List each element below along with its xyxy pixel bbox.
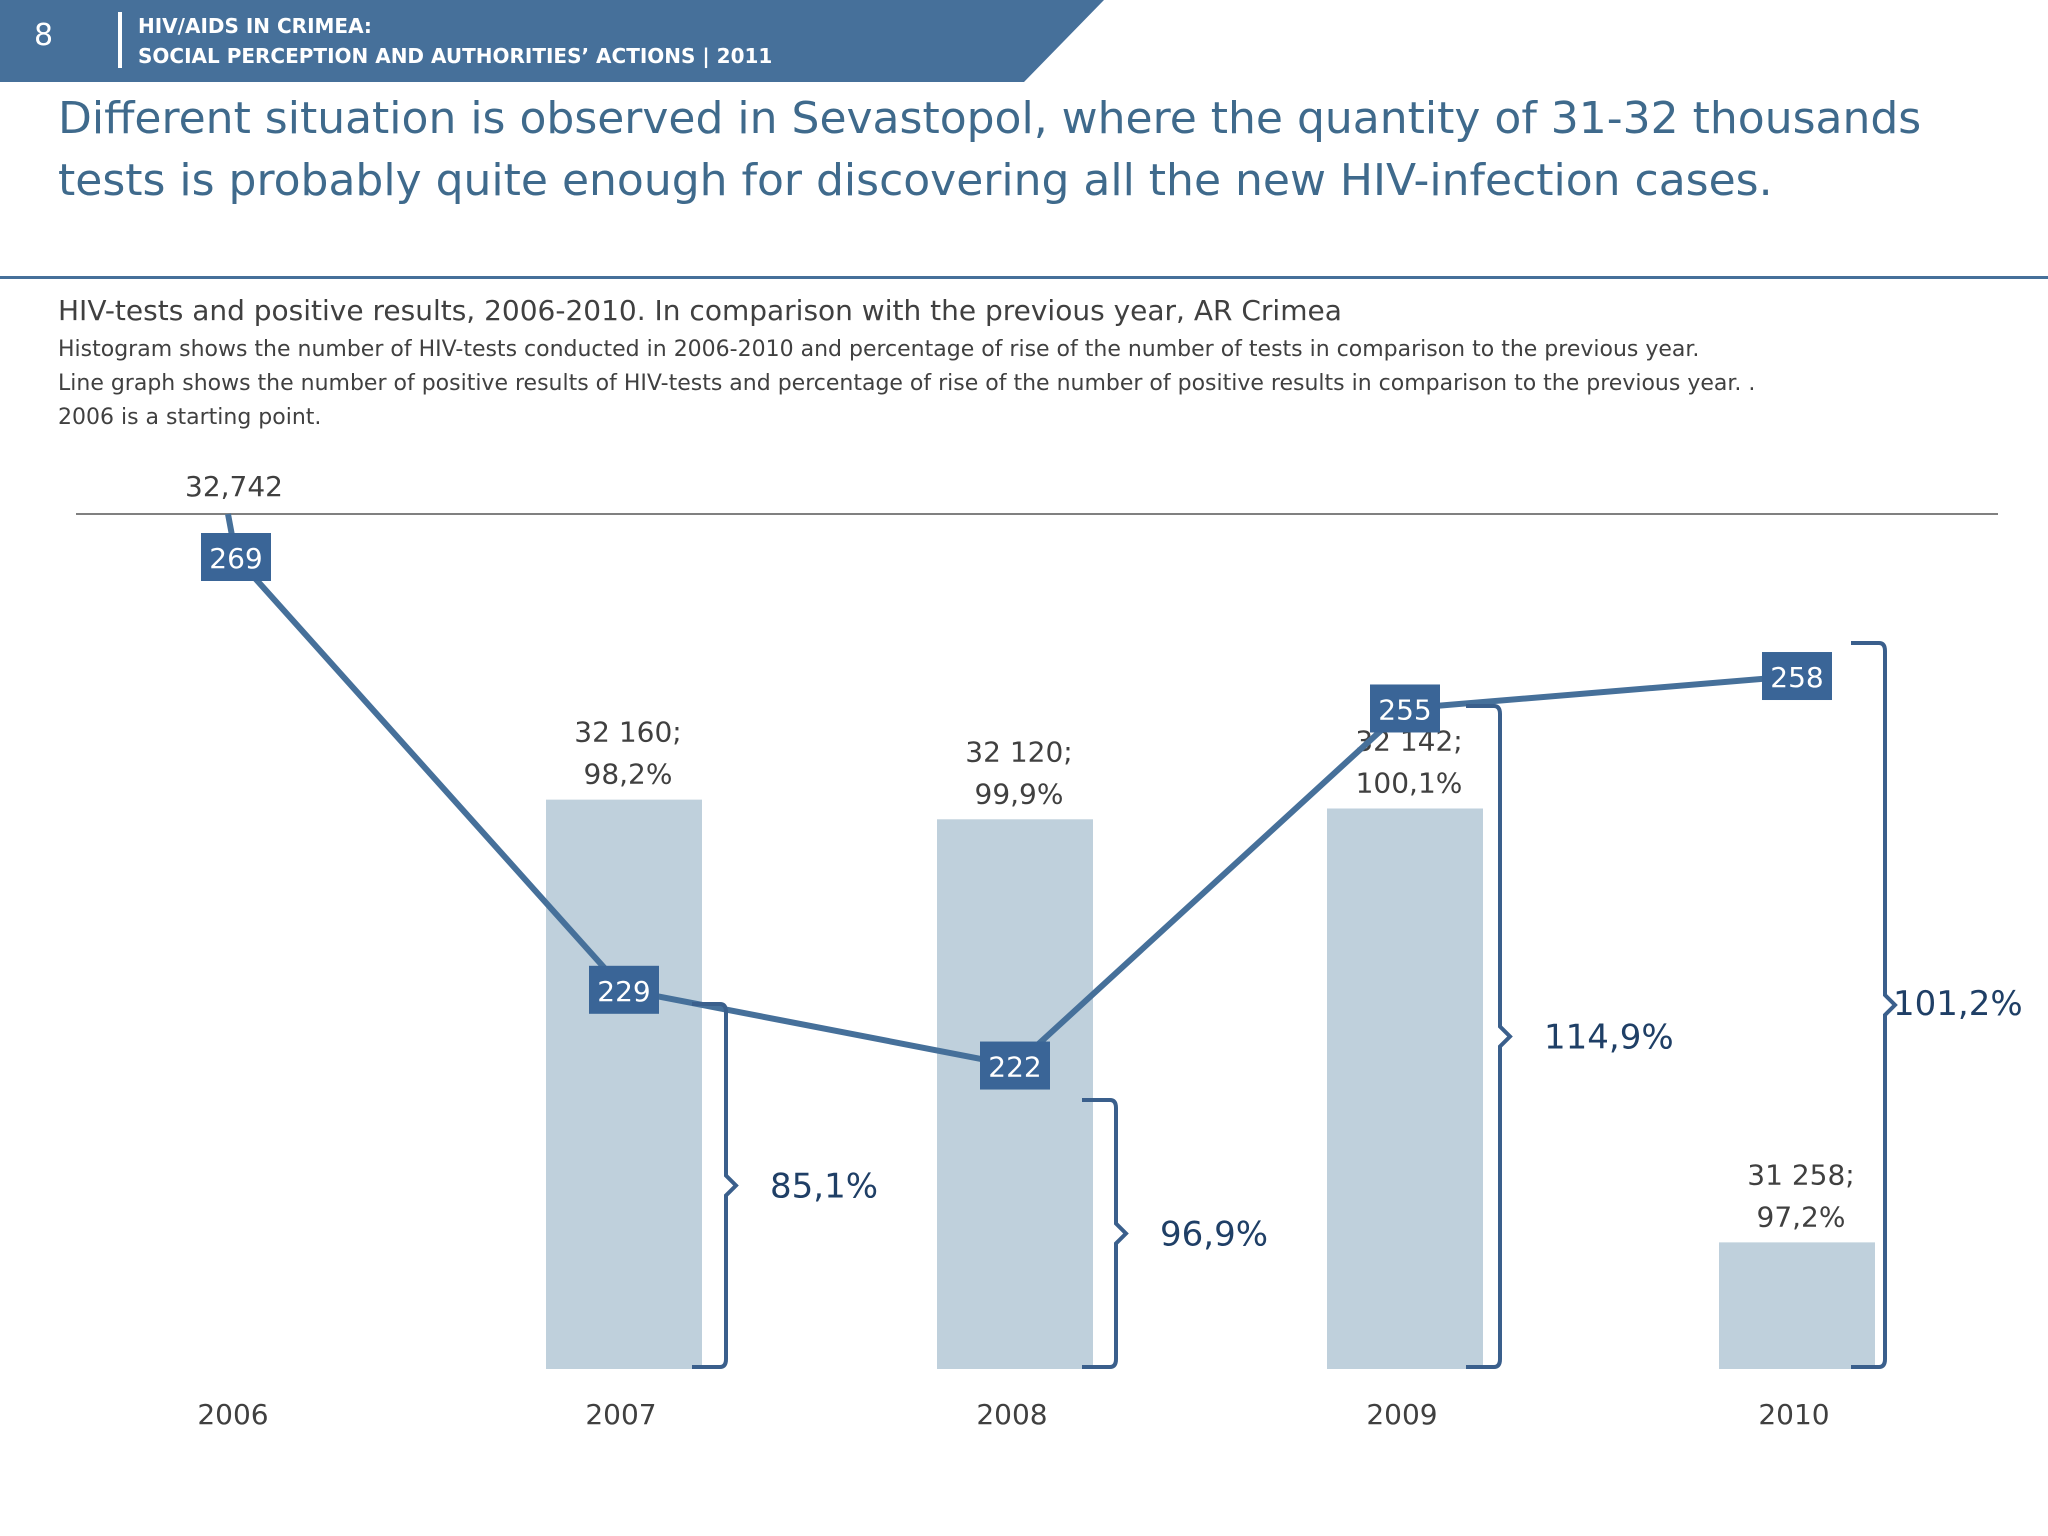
chart-note-histogram: Histogram shows the number of HIV-tests … — [58, 337, 1700, 362]
headline-rule — [0, 276, 2048, 279]
point-label-2007: 229 — [597, 975, 650, 1008]
report-subtitle: SOCIAL PERCEPTION AND AUTHORITIES’ ACTIO… — [138, 44, 773, 68]
bar-label-2007-value: 32 160; — [574, 716, 681, 749]
point-marker-2008 — [980, 1041, 1050, 1090]
x-tick-label-2007: 2007 — [585, 1398, 656, 1431]
change-bracket-2009 — [1466, 704, 1513, 1369]
change-label-2010: 101,2% — [1893, 984, 2023, 1024]
change-bracket-2010 — [1851, 641, 1898, 1369]
x-tick-label-2009: 2009 — [1366, 1398, 1437, 1431]
point-marker-2006 — [201, 533, 271, 581]
x-tick-label-2006: 2006 — [197, 1398, 268, 1431]
bar-label-2010-pct: 97,2% — [1757, 1200, 1846, 1233]
bar-label-2007-pct: 98,2% — [584, 758, 673, 791]
point-marker-2010 — [1762, 652, 1832, 701]
bar-label-2009-pct: 100,1% — [1356, 766, 1463, 799]
bar-2010 — [1719, 1242, 1875, 1369]
page-number: 8 — [34, 18, 54, 53]
change-bracket-2007 — [692, 1002, 739, 1369]
change-label-2009: 114,9% — [1544, 1018, 1674, 1058]
x-tick-label-2008: 2008 — [976, 1398, 1047, 1431]
bar-label-2008-pct: 99,9% — [975, 777, 1064, 810]
report-title: HIV/AIDS IN CRIMEA: — [138, 14, 372, 38]
bar-label-2006-value: 32,742 — [185, 470, 283, 503]
bar-2009 — [1327, 808, 1483, 1369]
chart-note-line: Line graph shows the number of positive … — [58, 371, 1756, 396]
point-label-2008: 222 — [988, 1051, 1041, 1084]
change-label-2008: 96,9% — [1160, 1215, 1268, 1255]
chart-note-start: 2006 is a starting point. — [58, 405, 322, 430]
header-band-shape — [0, 0, 1104, 82]
chart-title: HIV-tests and positive results, 2006-201… — [58, 294, 1342, 327]
header-band — [0, 0, 1104, 82]
point-label-2006: 269 — [209, 542, 262, 575]
point-marker-2009 — [1370, 684, 1440, 733]
point-marker-2007 — [589, 965, 659, 1014]
header-divider — [118, 12, 122, 68]
bar-2008 — [937, 819, 1093, 1369]
bar-label-2008-value: 32 120; — [965, 735, 1072, 768]
slide-headline: Different situation is observed in Sevas… — [58, 93, 1922, 206]
change-label-2007: 85,1% — [770, 1167, 878, 1207]
bar-2007 — [546, 799, 702, 1369]
point-label-2010: 258 — [1770, 661, 1823, 694]
bar-label-2010-value: 31 258; — [1747, 1158, 1854, 1191]
point-label-2009: 255 — [1378, 693, 1431, 726]
x-tick-label-2010: 2010 — [1758, 1398, 1829, 1431]
change-bracket-2008 — [1082, 1098, 1129, 1369]
